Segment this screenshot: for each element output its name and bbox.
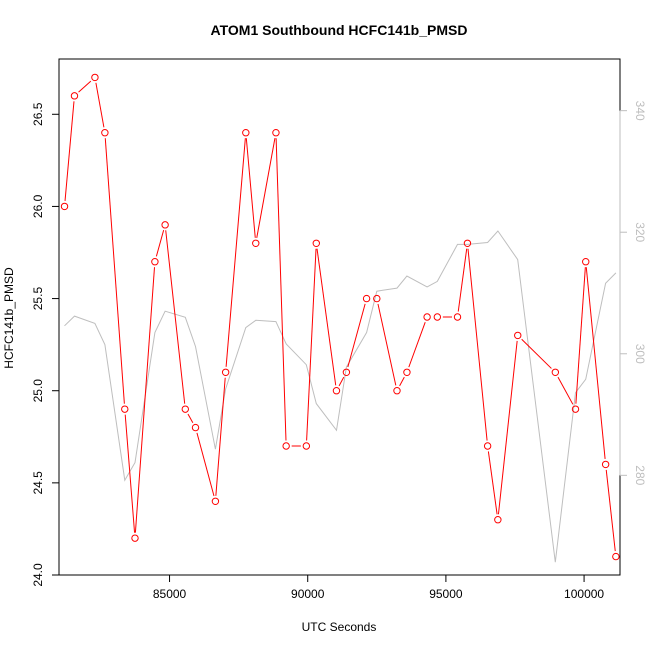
data-point (463, 239, 472, 247)
series-segment (165, 230, 186, 404)
data-point (612, 552, 620, 561)
series-segment (78, 80, 92, 93)
x-tick-label: 90000 (291, 587, 325, 601)
data-point (403, 368, 411, 376)
series-segment (306, 248, 317, 441)
data-point (302, 442, 311, 450)
y2-tick-label: 340 (633, 101, 647, 121)
data-point (211, 497, 220, 505)
plot-frame (58, 58, 621, 576)
data-point (551, 368, 560, 376)
series-segment (225, 138, 246, 367)
series-segment (95, 82, 105, 128)
data-point (423, 313, 431, 321)
data-point (453, 313, 462, 321)
data-point (514, 331, 522, 340)
data-point (483, 442, 492, 450)
data-point (272, 129, 280, 137)
data-point (181, 405, 189, 413)
series-segment (497, 340, 518, 515)
data-point (91, 73, 99, 82)
chart-title: ATOM1 Southbound HCFC141b_PMSD (211, 22, 468, 38)
data-point (601, 460, 610, 469)
series-segment (196, 432, 215, 497)
data-point (494, 516, 502, 524)
series-segment (557, 376, 574, 405)
data-point (373, 294, 381, 303)
data-point (252, 239, 260, 247)
series-segment (338, 376, 345, 387)
y-tick-label: 26.5 (31, 102, 45, 126)
data-point (131, 534, 139, 542)
data-point (191, 423, 200, 432)
y-tick-label: 24.5 (31, 471, 45, 495)
data-point (433, 313, 442, 321)
series-segment (457, 248, 468, 312)
data-point (342, 368, 351, 376)
data-point (362, 294, 371, 303)
series-segment (408, 321, 426, 368)
series-segment (377, 303, 397, 386)
series-layer (60, 73, 620, 563)
y-tick-label: 26.0 (31, 194, 45, 218)
data-point (282, 442, 290, 450)
series-segment (124, 414, 136, 533)
series-segment (245, 138, 256, 238)
series-segment (316, 248, 337, 386)
data-point (312, 239, 320, 247)
y-tick-label: 24.0 (31, 563, 45, 587)
y2-tick-label: 300 (633, 344, 647, 364)
series-segment (187, 413, 194, 424)
data-point (121, 405, 129, 413)
data-point (101, 129, 109, 137)
series-segment (155, 230, 165, 257)
data-point (582, 258, 590, 266)
y2-axis: 280 300 320 340 (619, 101, 647, 486)
series-segment (467, 248, 488, 441)
data-point (242, 129, 250, 137)
x-axis-label: UTC Seconds (302, 620, 377, 634)
series-segment (275, 138, 287, 441)
data-point (70, 92, 79, 100)
data-point (221, 368, 230, 376)
series-segment (487, 451, 498, 515)
series-segment (256, 138, 276, 238)
series-segment (104, 138, 125, 404)
data-point (161, 221, 169, 229)
x-tick-label: 100000 (564, 587, 604, 601)
data-point (332, 387, 341, 395)
x-tick-label: 85000 (153, 587, 187, 601)
y-tick-label: 25.5 (31, 287, 45, 311)
series-segment (605, 469, 616, 552)
secondary-series-line (64, 230, 617, 563)
series-segment (64, 101, 75, 201)
series-segment (399, 376, 405, 387)
series-segment (134, 267, 155, 533)
series-segment (215, 377, 226, 496)
x-axis: 85000 90000 95000 100000 (153, 574, 604, 601)
y-axis: 24.0 24.5 25.0 25.5 26.0 26.5 (31, 102, 60, 587)
y2-tick-label: 280 (633, 465, 647, 485)
series-segment (347, 303, 366, 368)
data-point (151, 258, 159, 266)
y2-tick-label: 320 (633, 222, 647, 242)
y-axis-label: HCFC141b_PMSD (2, 267, 16, 369)
y-tick-label: 25.0 (31, 379, 45, 403)
data-point (571, 405, 580, 413)
series-segment (585, 267, 606, 460)
data-point (60, 202, 69, 211)
series-segment (575, 267, 586, 404)
x-tick-label: 95000 (429, 587, 463, 601)
data-point (393, 387, 401, 395)
series-segment (521, 338, 552, 369)
